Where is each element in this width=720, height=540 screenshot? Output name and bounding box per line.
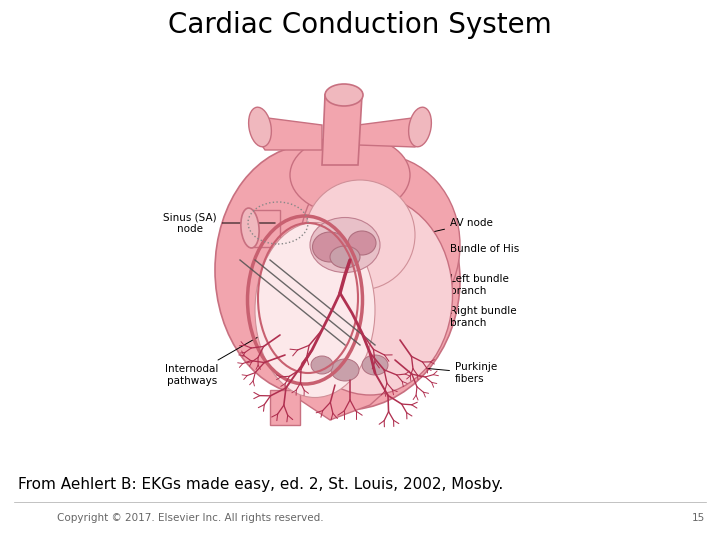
- Text: Cardiac Conduction System: Cardiac Conduction System: [168, 11, 552, 39]
- Ellipse shape: [325, 84, 363, 106]
- Ellipse shape: [362, 355, 388, 375]
- Ellipse shape: [305, 180, 415, 290]
- Ellipse shape: [330, 246, 360, 268]
- Text: Purkinje
fibers: Purkinje fibers: [393, 362, 498, 384]
- Text: Left bundle
branch: Left bundle branch: [330, 274, 509, 322]
- Text: Internodal
pathways: Internodal pathways: [166, 334, 263, 386]
- Ellipse shape: [248, 107, 271, 147]
- Ellipse shape: [230, 150, 460, 410]
- Ellipse shape: [287, 195, 452, 395]
- Ellipse shape: [348, 231, 376, 255]
- Polygon shape: [250, 210, 280, 247]
- Ellipse shape: [215, 145, 405, 395]
- Polygon shape: [270, 390, 300, 425]
- Ellipse shape: [409, 107, 431, 147]
- Polygon shape: [255, 117, 322, 150]
- Ellipse shape: [331, 359, 359, 381]
- Ellipse shape: [310, 218, 380, 273]
- Ellipse shape: [290, 135, 410, 215]
- Text: Bundle of His: Bundle of His: [351, 244, 519, 276]
- Ellipse shape: [300, 155, 460, 335]
- Text: 15: 15: [692, 513, 705, 523]
- Text: AV node: AV node: [353, 218, 493, 251]
- Ellipse shape: [312, 232, 348, 262]
- Ellipse shape: [311, 356, 333, 374]
- Text: Sinus (SA)
node: Sinus (SA) node: [163, 212, 275, 234]
- Text: Right bundle
branch: Right bundle branch: [366, 306, 517, 336]
- Ellipse shape: [241, 208, 259, 248]
- Polygon shape: [280, 360, 420, 420]
- Polygon shape: [358, 117, 425, 147]
- Text: Copyright © 2017. Elsevier Inc. All rights reserved.: Copyright © 2017. Elsevier Inc. All righ…: [57, 513, 323, 523]
- Text: From Aehlert B: EKGs made easy, ed. 2, St. Louis, 2002, Mosby.: From Aehlert B: EKGs made easy, ed. 2, S…: [18, 477, 503, 492]
- Ellipse shape: [255, 222, 375, 397]
- Polygon shape: [322, 95, 362, 165]
